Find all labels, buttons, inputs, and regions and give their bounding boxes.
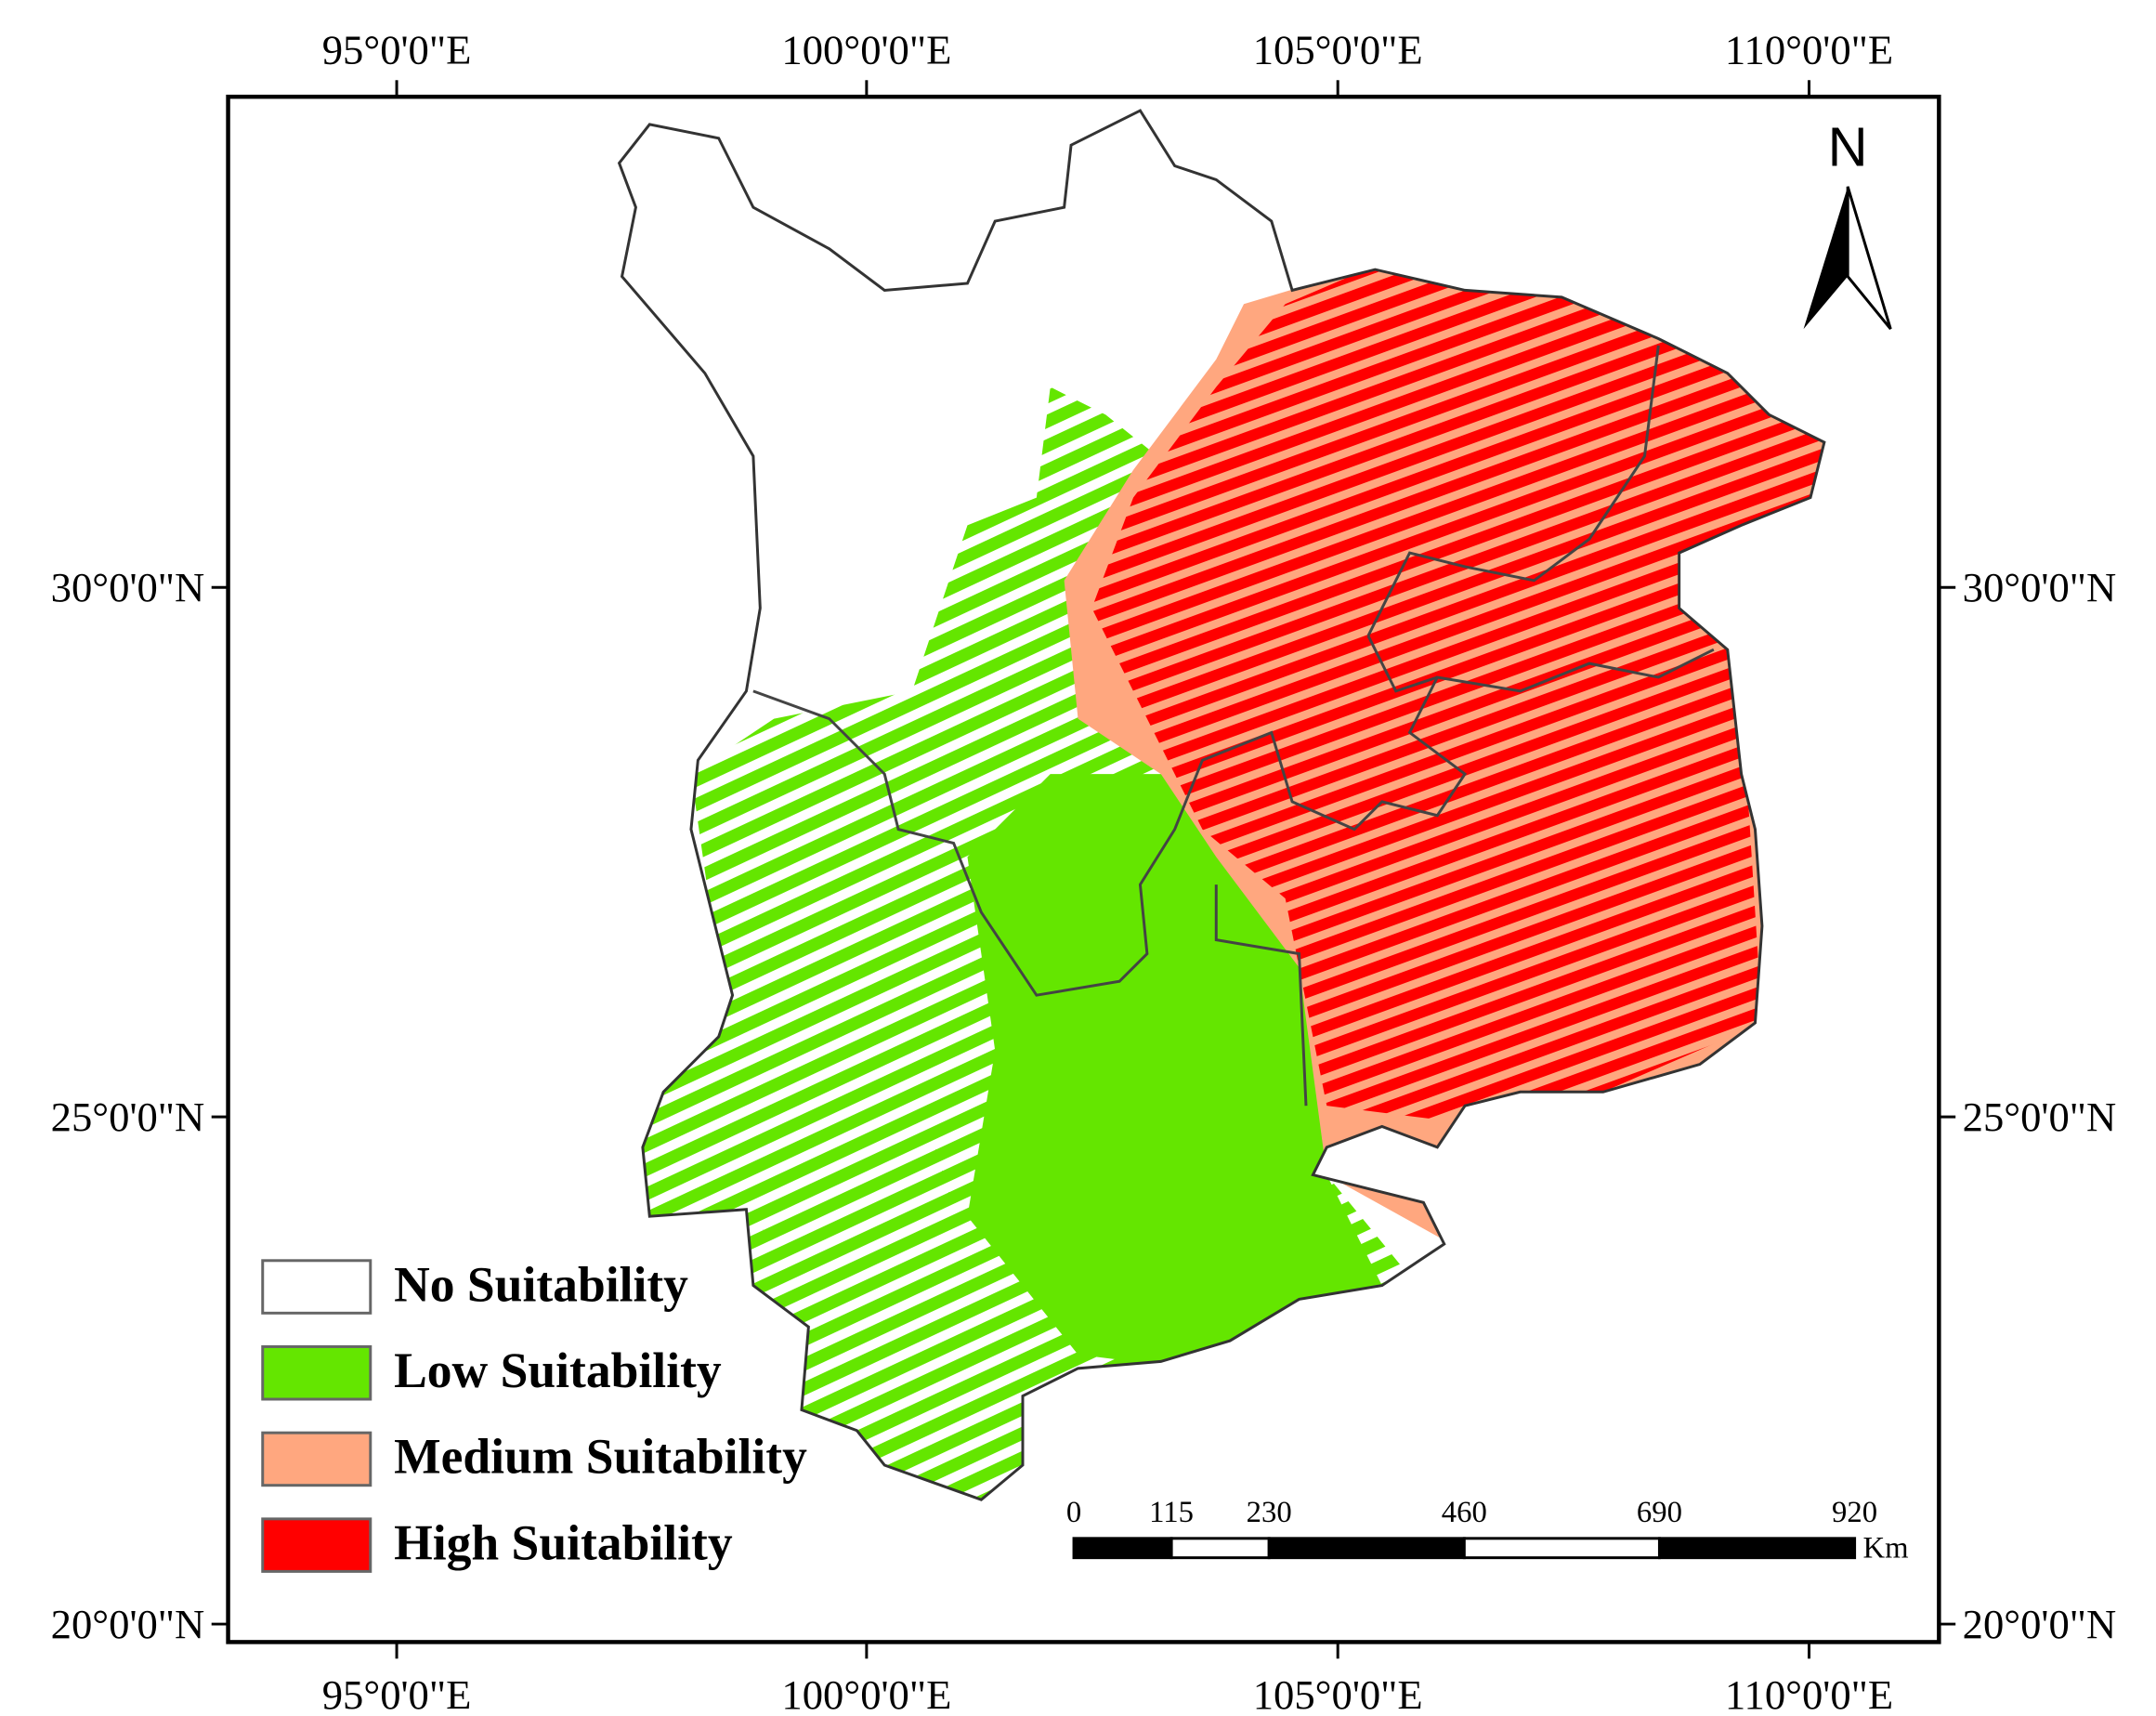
scale-segment [1462,1537,1661,1560]
lon-label: 110°0'0"E [1725,26,1893,72]
legend-label: No Suitability [394,1256,688,1312]
border [1366,345,1660,637]
scale-segment [1267,1537,1466,1560]
lat-label: 30°0'0"N [1963,564,2117,610]
lon-label: 95°0'0"E [322,1671,472,1716]
north-arrow [1803,186,1849,330]
lon-label: 95°0'0"E [322,26,472,72]
lat-label: 20°0'0"N [1963,1601,2117,1647]
lat-label: 25°0'0"N [51,1094,205,1140]
scale-label: 230 [1247,1496,1292,1529]
scale-label: 0 [1066,1496,1081,1529]
scale-label: 690 [1637,1496,1682,1529]
lon-label: 105°0'0"E [1253,1671,1423,1716]
border [752,648,1715,997]
lon-label: 100°0'0"E [781,26,951,72]
north-label: N [1828,116,1868,178]
lon-label: 100°0'0"E [781,1671,951,1716]
scale-segment [1169,1537,1271,1560]
legend-swatch [261,1517,372,1573]
legend: No Suitability Low Suitability Medium Suit… [261,1256,807,1573]
border [1214,884,1308,1107]
scale-segment [1072,1537,1173,1560]
scale-label: 115 [1149,1496,1194,1529]
map-frame [226,94,1941,1644]
graticule-ticks: 95°0'0"E 95°0'0"E 100°0'0"E 100°0'0"E 105°0'… [51,26,2117,1716]
lat-label: 20°0'0"N [51,1601,205,1647]
lon-label: 110°0'0"E [1725,1671,1893,1716]
legend-swatch [261,1259,372,1315]
province-borders [752,345,1715,1107]
scale-segment [1657,1537,1857,1560]
scale-label: 920 [1832,1496,1877,1529]
high-suitability-area [1091,262,1824,1120]
lon-label: 105°0'0"E [1253,26,1423,72]
lat-label: 30°0'0"N [51,564,205,610]
legend-label: High Suitability [394,1514,733,1570]
legend-swatch [261,1431,372,1487]
scale-unit: Km [1863,1532,1909,1565]
border [1366,635,1438,693]
lat-label: 25°0'0"N [1963,1094,2117,1140]
north-arrow [1846,186,1892,331]
legend-swatch [261,1344,372,1401]
suitability-raster [619,111,1824,1500]
legend-label: Low Suitability [394,1343,722,1398]
scale-label: 460 [1442,1496,1487,1529]
legend-label: Medium Suitability [394,1429,807,1485]
